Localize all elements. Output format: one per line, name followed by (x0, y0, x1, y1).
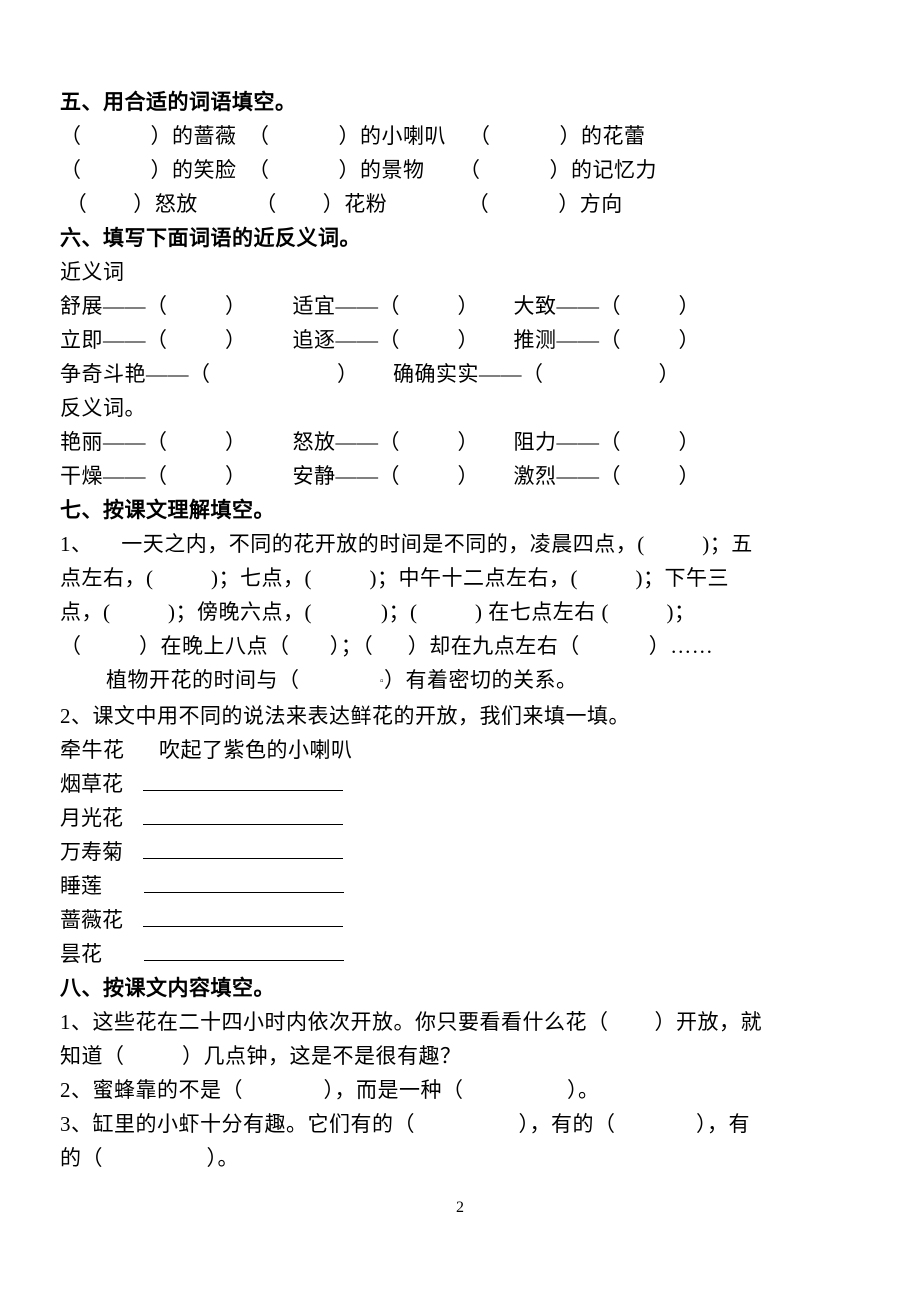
s8-q3-line1: 3、缸里的小虾十分有趣。它们有的（ ），有的（ ），有 (60, 1107, 860, 1141)
blank-line (143, 925, 343, 927)
s7-q1-line4: （ ）在晚上八点（ ）；（ ）却在九点左右（ ）…… (60, 629, 860, 663)
flower-name: 月光花 (60, 801, 123, 835)
s8-q2: 2、蜜蜂靠的不是（ ），而是一种（ ）。 (60, 1073, 860, 1107)
flower-name: 烟草花 (60, 767, 123, 801)
flower-name: 昙花 (60, 937, 102, 971)
flower-name: 睡莲 (60, 869, 102, 903)
s7-q1-line2: 点左右，( )；七点，( )；中午十二点左右，( )；下午三 (60, 561, 860, 595)
section5-row1: （ ）的蔷薇 （ ）的小喇叭 （ ）的花蕾 (60, 119, 860, 153)
section5-row2: （ ）的笑脸 （ ）的景物 （ ）的记忆力 (60, 153, 860, 187)
blank-line (144, 959, 344, 961)
flower-row: 万寿菊 (60, 835, 860, 869)
flower-row: 烟草花 (60, 767, 860, 801)
blank-line (144, 891, 344, 893)
section8-title: 八、按课文内容填空。 (60, 971, 860, 1005)
section7-title: 七、按课文理解填空。 (60, 493, 860, 527)
antonym-label: 反义词。 (60, 391, 860, 425)
s8-q3-line2: 的（ ）。 (60, 1141, 860, 1175)
s7-q1-line5: 植物开花的时间与（ ▫）有着密切的关系。 (60, 663, 860, 699)
flower-row: 睡莲 (60, 869, 860, 903)
flower-name: 蔷薇花 (60, 903, 123, 937)
blank-line (143, 857, 343, 859)
blank-line (143, 789, 343, 791)
s7-q1-line1: 1、 一天之内，不同的花开放的时间是不同的，凌晨四点，( )；五 (60, 527, 860, 561)
syn-row1: 舒展——（ ） 适宜——（ ） 大致——（ ） (60, 289, 860, 323)
ant-row2: 干燥——（ ） 安静——（ ） 激烈——（ ） (60, 459, 860, 493)
section6-title: 六、填写下面词语的近反义词。 (60, 221, 860, 255)
s8-q1-line1: 1、这些花在二十四小时内依次开放。你只要看看什么花（ ）开放，就 (60, 1005, 860, 1039)
flower-row: 蔷薇花 (60, 903, 860, 937)
page-number: 2 (0, 1199, 920, 1217)
section5-title: 五、用合适的词语填空。 (60, 85, 860, 119)
s7-q2-intro: 2、课文中用不同的说法来表达鲜花的开放，我们来填一填。 (60, 699, 860, 733)
syn-row3: 争奇斗艳——（ ） 确确实实——（ ） (60, 357, 860, 391)
flower-row: 月光花 (60, 801, 860, 835)
s7-q2-first: 牵牛花 吹起了紫色的小喇叭 (60, 733, 860, 767)
s8-q1-line2: 知道（ ）几点钟，这是不是很有趣？ (60, 1039, 860, 1073)
synonym-label: 近义词 (60, 255, 860, 289)
flower-name: 万寿菊 (60, 835, 123, 869)
ant-row1: 艳丽——（ ） 怒放——（ ） 阻力——（ ） (60, 425, 860, 459)
syn-row2: 立即——（ ） 追逐——（ ） 推测——（ ） (60, 323, 860, 357)
s7-q1-line3: 点，( )；傍晚六点，( )；( ) 在七点左右 ( )； (60, 595, 860, 629)
blank-line (143, 823, 343, 825)
flower-row: 昙花 (60, 937, 860, 971)
section5-row3: （ ）怒放 （ ）花粉 （ ）方向 (60, 187, 860, 221)
